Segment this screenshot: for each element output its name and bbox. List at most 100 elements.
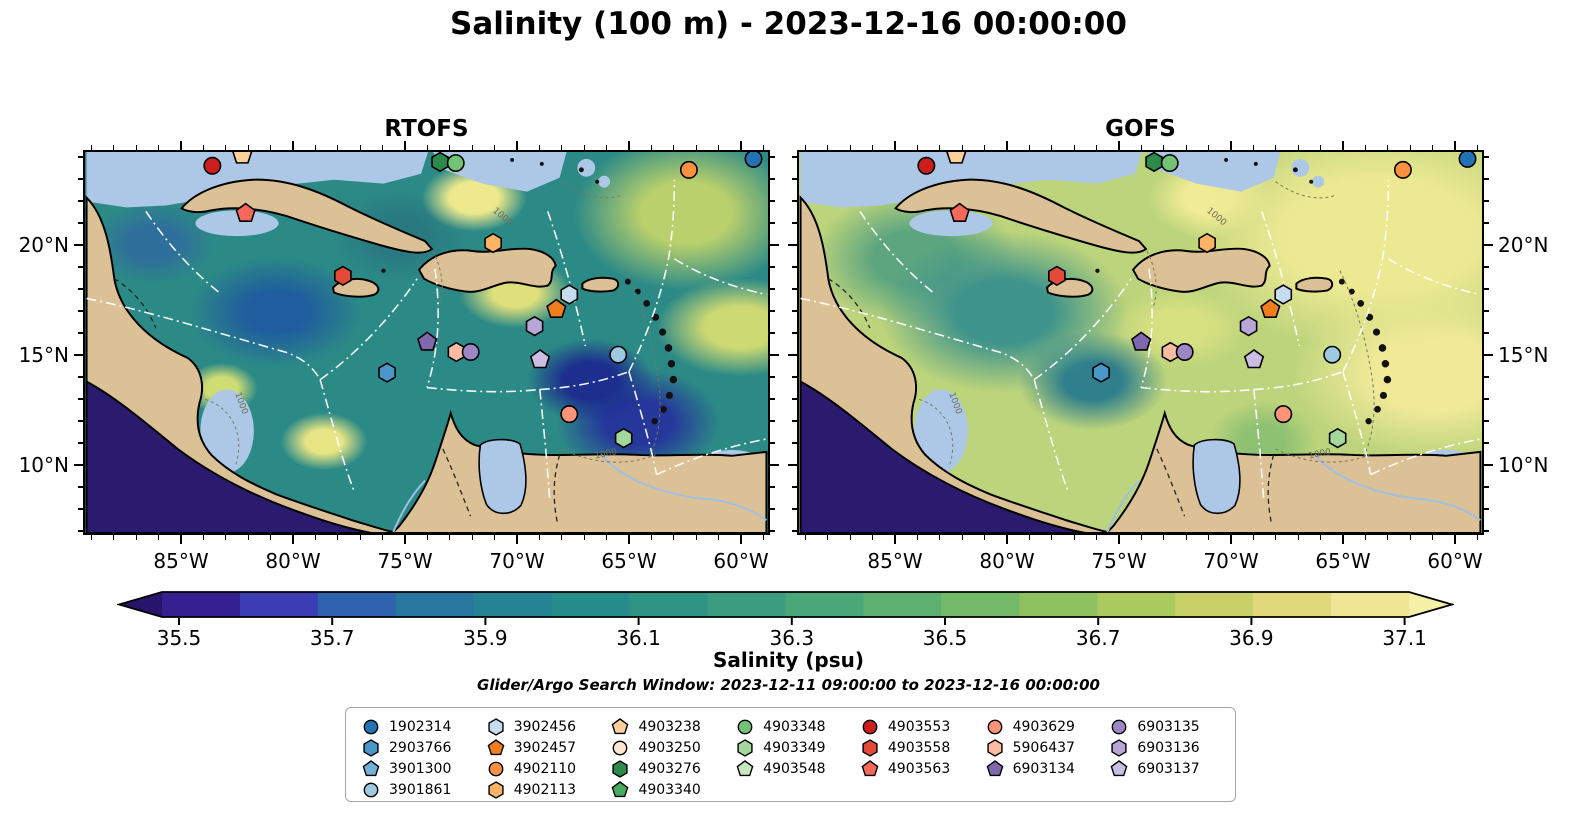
legend-entry-4903340: 4903340 bbox=[611, 779, 736, 800]
map-gofs: 1000 1000 1000 bbox=[797, 150, 1484, 535]
legend-platform-id: 4903238 bbox=[638, 718, 701, 735]
legend-platform-id: 4903276 bbox=[638, 760, 701, 777]
minor-tick bbox=[135, 535, 137, 540]
minor-tick bbox=[225, 145, 227, 150]
pentagon-marker-icon bbox=[986, 759, 1004, 776]
platform-marker-3901861 bbox=[609, 345, 628, 364]
major-tick bbox=[788, 464, 797, 466]
platform-marker-4903629 bbox=[560, 405, 579, 424]
minor-tick bbox=[770, 200, 775, 202]
hexagon-marker-icon bbox=[488, 780, 504, 799]
x-tick-label: 75°W bbox=[377, 549, 433, 573]
minor-tick bbox=[1484, 398, 1489, 400]
legend-platform-id: 4903349 bbox=[763, 739, 826, 756]
legend-platform-id: 3902457 bbox=[513, 739, 577, 756]
minor-tick bbox=[78, 200, 83, 202]
major-tick bbox=[292, 141, 294, 150]
platform-marker-4903553 bbox=[203, 156, 222, 175]
minor-tick bbox=[471, 145, 473, 150]
platform-marker-4903629 bbox=[1274, 405, 1293, 424]
minor-tick bbox=[673, 145, 675, 150]
minor-tick bbox=[770, 332, 775, 334]
legend-entry-4903250: 4903250 bbox=[611, 737, 736, 758]
platform-marker-2903766 bbox=[378, 362, 396, 383]
minor-tick bbox=[770, 222, 775, 224]
minor-tick bbox=[471, 535, 473, 540]
minor-tick bbox=[827, 535, 829, 540]
minor-tick bbox=[770, 530, 775, 532]
minor-tick bbox=[871, 535, 874, 540]
minor-tick bbox=[983, 535, 986, 540]
minor-tick bbox=[78, 530, 83, 532]
minor-tick bbox=[916, 535, 919, 540]
legend-platform-id: 1902314 bbox=[389, 718, 452, 735]
platform-marker-4903238 bbox=[232, 152, 253, 164]
hexagon-marker-icon bbox=[737, 738, 753, 757]
circle-marker-icon bbox=[363, 782, 379, 797]
minor-tick bbox=[202, 145, 205, 150]
legend-platform-id: 4902113 bbox=[513, 781, 577, 798]
platform-marker-3901861 bbox=[1323, 345, 1342, 364]
minor-tick bbox=[792, 420, 797, 422]
minor-tick bbox=[1364, 145, 1367, 150]
panel-rtofs: RTOFS 1000 bbox=[19, 116, 779, 573]
legend-entry-6903136: 6903136 bbox=[1110, 737, 1235, 758]
major-tick bbox=[628, 141, 630, 150]
legend-column: 4903348 4903349 4903548 bbox=[736, 716, 861, 801]
platform-marker-layer bbox=[917, 152, 1477, 449]
legend-column: 4903629 5906437 6903134 bbox=[986, 716, 1111, 801]
minor-tick bbox=[1387, 535, 1389, 540]
minor-tick bbox=[1484, 288, 1489, 290]
minor-tick bbox=[770, 288, 775, 290]
minor-tick bbox=[1051, 145, 1053, 150]
platform-marker-2903766 bbox=[1092, 362, 1110, 383]
minor-tick bbox=[314, 145, 317, 150]
platform-marker-6903136 bbox=[525, 315, 544, 337]
minor-tick bbox=[359, 145, 361, 150]
platform-marker-3902456 bbox=[1274, 284, 1293, 305]
colorbar-tick-label: 35.9 bbox=[463, 626, 508, 650]
figure-title: Salinity (100 m) - 2023-12-16 00:00:00 bbox=[450, 6, 1127, 42]
legend-column: 6903135 6903136 6903137 bbox=[1110, 716, 1235, 801]
platform-marker-4903238 bbox=[946, 152, 967, 164]
major-tick bbox=[894, 141, 896, 150]
major-tick bbox=[1006, 141, 1008, 150]
minor-tick bbox=[1476, 535, 1479, 540]
major-tick bbox=[788, 244, 797, 246]
map-rtofs: 1000 1000 1000 bbox=[83, 150, 770, 535]
colorbar-label: Salinity (psu) bbox=[712, 648, 864, 672]
panel-title-rtofs: RTOFS bbox=[384, 116, 469, 142]
legend-entry-4903629: 4903629 bbox=[986, 716, 1111, 737]
hexagon-marker-icon bbox=[862, 738, 878, 757]
legend-entry-2903766: 2903766 bbox=[362, 737, 487, 758]
minor-tick bbox=[1073, 535, 1075, 540]
legend-platform-id: 4903340 bbox=[638, 781, 701, 798]
minor-tick bbox=[939, 535, 941, 540]
platform-marker-4903563 bbox=[949, 202, 970, 222]
minor-tick bbox=[804, 535, 807, 540]
colorbar-tick-label: 36.3 bbox=[769, 626, 815, 650]
major-tick bbox=[1454, 141, 1456, 150]
pentagon-marker-icon bbox=[736, 759, 754, 776]
minor-tick bbox=[314, 535, 317, 540]
minor-tick bbox=[1484, 420, 1489, 422]
panel-title-gofs: GOFS bbox=[1105, 116, 1176, 142]
circle-marker-icon bbox=[1111, 719, 1127, 734]
platform-marker-6903136 bbox=[1239, 315, 1258, 337]
circle-marker-icon bbox=[737, 719, 753, 734]
colorbar-tick-label: 36.9 bbox=[1229, 626, 1274, 650]
major-tick bbox=[770, 244, 779, 246]
major-tick bbox=[1484, 354, 1493, 356]
hexagon-marker-icon bbox=[612, 759, 629, 778]
major-tick bbox=[740, 141, 742, 150]
legend-entry-4903238: 4903238 bbox=[611, 716, 736, 737]
minor-tick bbox=[770, 486, 775, 488]
platform-marker-4903553 bbox=[917, 156, 936, 175]
legend-platform-id: 4903558 bbox=[887, 739, 951, 756]
legend-entry-6903137: 6903137 bbox=[1110, 758, 1235, 779]
legend-entry-6903135: 6903135 bbox=[1110, 716, 1235, 737]
minor-tick bbox=[337, 145, 339, 150]
legend-platform-id: 6903137 bbox=[1137, 760, 1200, 777]
platform-marker-4902110 bbox=[1393, 160, 1412, 179]
minor-tick bbox=[78, 332, 83, 334]
